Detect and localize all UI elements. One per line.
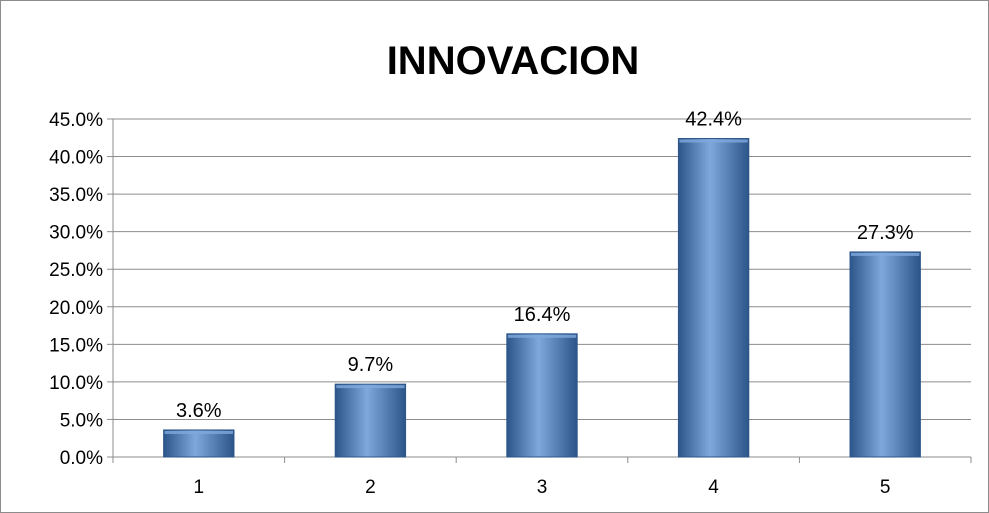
chart-title: INNOVACION xyxy=(387,39,640,83)
y-tick-label: 35.0% xyxy=(49,185,103,206)
x-tick-label: 3 xyxy=(537,477,548,498)
bar xyxy=(163,429,235,458)
data-label: 3.6% xyxy=(176,400,222,422)
data-label: 16.4% xyxy=(514,304,571,326)
y-tick-label: 25.0% xyxy=(49,260,103,281)
gridlines xyxy=(113,118,971,420)
y-tick-label: 0.0% xyxy=(60,448,103,469)
x-tick-label: 5 xyxy=(880,477,891,498)
bar xyxy=(677,138,750,458)
bar-highlight xyxy=(164,430,233,434)
bar-highlight xyxy=(336,385,405,389)
bar-highlight xyxy=(507,334,577,338)
y-tick-label: 45.0% xyxy=(49,110,103,131)
bars xyxy=(163,138,921,458)
y-tick-label: 10.0% xyxy=(49,373,103,394)
y-tick-label: 40.0% xyxy=(49,148,103,169)
y-tick-label: 15.0% xyxy=(49,335,103,356)
x-tick-label: 1 xyxy=(194,477,205,498)
data-label: 9.7% xyxy=(348,354,394,376)
x-tick-label: 2 xyxy=(365,477,376,498)
bar xyxy=(849,251,921,458)
data-label: 27.3% xyxy=(857,222,914,244)
y-tick-label: 5.0% xyxy=(60,410,103,431)
bar-highlight xyxy=(679,139,748,143)
y-axis-ticks: 0.0% 5.0% 10.0% 15.0% 20.0% 25.0% 30.0% 35.0% 40… xyxy=(49,110,971,469)
y-tick-label: 30.0% xyxy=(49,223,103,244)
x-axis-ticks: 1 2 3 4 5 xyxy=(112,457,972,498)
y-tick-label: 20.0% xyxy=(49,298,103,319)
bar-highlight xyxy=(851,252,920,256)
bar xyxy=(506,333,578,458)
data-labels: 3.6% 9.7% 16.4% 42.4% 27.3% xyxy=(176,109,914,422)
bar xyxy=(334,383,407,458)
x-tick-label: 4 xyxy=(708,477,719,498)
data-label: 42.4% xyxy=(685,109,742,131)
